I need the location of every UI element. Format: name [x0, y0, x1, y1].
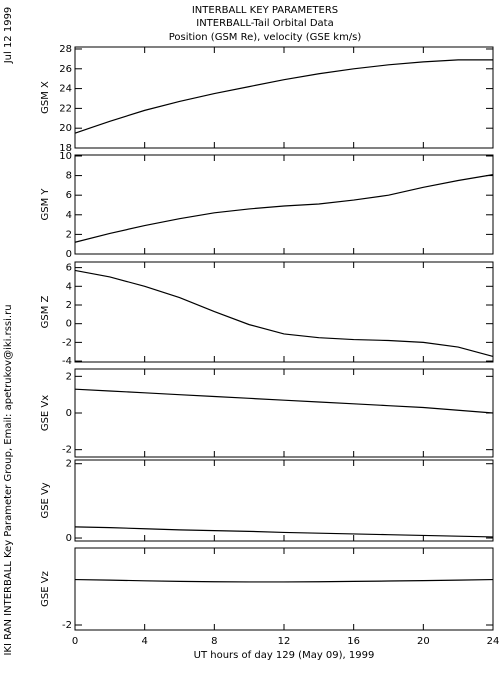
y-tick-label: 18	[59, 143, 72, 154]
y-tick-label: 0	[66, 533, 72, 544]
y-axis-label: GSM Y	[40, 188, 51, 221]
y-tick-label: -2	[62, 620, 72, 631]
y-tick-label: 0	[66, 408, 72, 419]
data-line	[74, 269, 494, 357]
date-note: Jul 12 1999	[3, 7, 14, 65]
y-tick-label: 2	[66, 300, 72, 311]
x-axis-label: UT hours of day 129 (May 09), 1999	[194, 650, 375, 661]
y-axis-label: GSM X	[40, 81, 51, 114]
y-tick-label: 2	[66, 229, 72, 240]
data-line	[74, 578, 494, 583]
y-axis-label: GSE Vx	[40, 395, 51, 431]
data-line	[74, 174, 494, 243]
x-tick-label: 12	[278, 636, 291, 647]
y-tick-label: 20	[59, 123, 72, 134]
y-tick-label: 24	[59, 84, 72, 95]
y-tick-label: -2	[62, 337, 72, 348]
x-tick-label: 0	[72, 636, 78, 647]
y-tick-label: 4	[66, 281, 72, 292]
y-tick-label: 2	[66, 371, 72, 382]
x-tick-label: 24	[487, 636, 500, 647]
y-tick-label: 2	[66, 459, 72, 470]
y-tick-label: 22	[59, 103, 72, 114]
y-tick-label: 4	[66, 210, 72, 221]
x-tick-label: 8	[211, 636, 217, 647]
subtitle: Position (GSM Re), velocity (GSE km/s)	[169, 32, 362, 43]
x-tick-label: 4	[141, 636, 147, 647]
credit-note: IKI RAN INTERBALL Key Parameter Group, E…	[3, 304, 14, 655]
title: INTERBALL KEY PARAMETERS	[192, 5, 338, 16]
y-axis-label: GSE Vz	[40, 571, 51, 607]
x-tick-label: 20	[417, 636, 430, 647]
data-line	[74, 59, 493, 134]
y-tick-label: 6	[66, 263, 72, 274]
y-tick-label: 10	[59, 151, 72, 162]
y-tick-label: -4	[62, 356, 72, 367]
data-line	[74, 388, 494, 414]
y-axis-label: GSM Z	[40, 295, 51, 328]
x-tick-label: 16	[347, 636, 360, 647]
y-tick-label: 28	[59, 44, 72, 55]
y-tick-label: 0	[66, 319, 72, 330]
data-line	[74, 526, 494, 538]
y-tick-label: 8	[66, 171, 72, 182]
y-axis-label: GSE Vy	[40, 482, 51, 518]
y-tick-label: 26	[59, 64, 72, 75]
y-tick-label: -2	[62, 445, 72, 456]
y-tick-label: 6	[66, 190, 72, 201]
subtitle: INTERBALL-Tail Orbital Data	[196, 18, 333, 29]
y-tick-label: 0	[66, 249, 72, 260]
